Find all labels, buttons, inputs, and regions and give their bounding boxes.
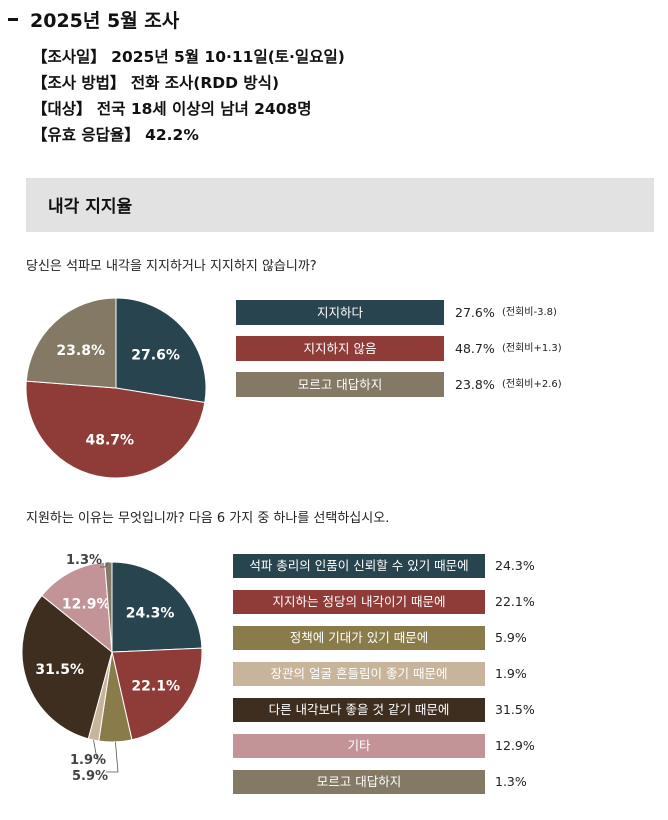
legend-value: 1.3% [495,774,527,789]
title-dash [8,18,18,21]
pie-slice [21,594,113,740]
pie-chart-reasons: 24.3% 22.1% 5.9%1.9% 31.5% 12.9% 1.3% [21,553,203,784]
legend-item: 모르고 대답하지 [236,372,444,397]
pie-slice [25,297,117,389]
slice-label-outside: 1.3% [66,553,102,568]
survey-method: 【조사 방법】 전화 조사(RDD 방식) [32,74,280,92]
legend-item: 정책에 기대가 있기 때문에 [233,626,485,650]
slice-label: 48.7% [86,433,135,449]
legend-item: 지지하는 정당의 내각이기 때문에 [233,590,485,614]
slice-label: 31.5% [35,662,84,678]
legend-delta: (전회비+2.6) [502,378,562,390]
legend-value: 5.9% [495,630,527,645]
legend-value: 23.8% [455,376,495,392]
pie-slice [111,561,203,653]
survey-response-rate: 【유효 응답율】 42.2% [32,126,199,144]
legend-value: 31.5% [495,702,535,717]
slice-label-outside: 5.9% [72,769,108,784]
page-title: 2025년 5월 조사 [30,10,180,32]
legend-item: 다른 내각보다 좋을 것 같기 때문에 [233,698,485,722]
question-2: 지원하는 이유는 무엇입니까? 다음 6 가지 중 하나를 선택하십시오. [26,511,390,526]
pie-slice [115,297,207,404]
legend-value: 48.7% [455,340,495,356]
legend-delta: (전회비+1.3) [502,342,562,354]
pie-slice [25,380,206,479]
pie-chart-support: 27.6% 48.7% 23.8% [25,297,207,479]
section-header-bar [26,178,654,232]
slice-label: 27.6% [131,347,180,363]
pie-slice [104,561,113,653]
slice-label: 23.8% [56,343,105,359]
leader-line [100,561,109,568]
slice-label: 12.9% [62,596,111,612]
leader-line [93,740,104,760]
legend-value: 27.6% [455,304,495,320]
survey-target: 【대상】 전국 18세 이상의 남녀 2408명 [32,100,312,118]
survey-date: 【조사일】 2025년 5월 10·11일(토·일요일) [32,48,345,66]
pie-slice [111,647,203,741]
pie-slice [41,561,113,654]
slice-label: 22.1% [131,678,180,694]
legend-value: 24.3% [495,558,535,573]
legend-item: 모르고 대답하지 [233,770,485,794]
legend-item: 지지하다 [236,300,444,325]
legend-item: 석파 총리의 인품이 신뢰할 수 있기 때문에 [233,554,485,578]
legend-item: 기타 [233,734,485,758]
legend-value: 22.1% [495,594,535,609]
legend-value: 12.9% [495,738,535,753]
leader-line [106,741,119,773]
slice-label-outside: 1.9% [70,753,106,768]
question-1: 당신은 석파모 내각을 지지하거나 지지하지 않습니까? [26,259,317,274]
legend-item: 지지하지 않음 [236,336,444,361]
legend-delta: (전회비-3.8) [502,306,557,318]
legend-value: 1.9% [495,666,527,681]
legend-item: 장관의 얼굴 흔들림이 좋기 때문에 [233,662,485,686]
slice-label: 24.3% [126,605,175,621]
section-title: 내각 지지율 [48,197,133,217]
